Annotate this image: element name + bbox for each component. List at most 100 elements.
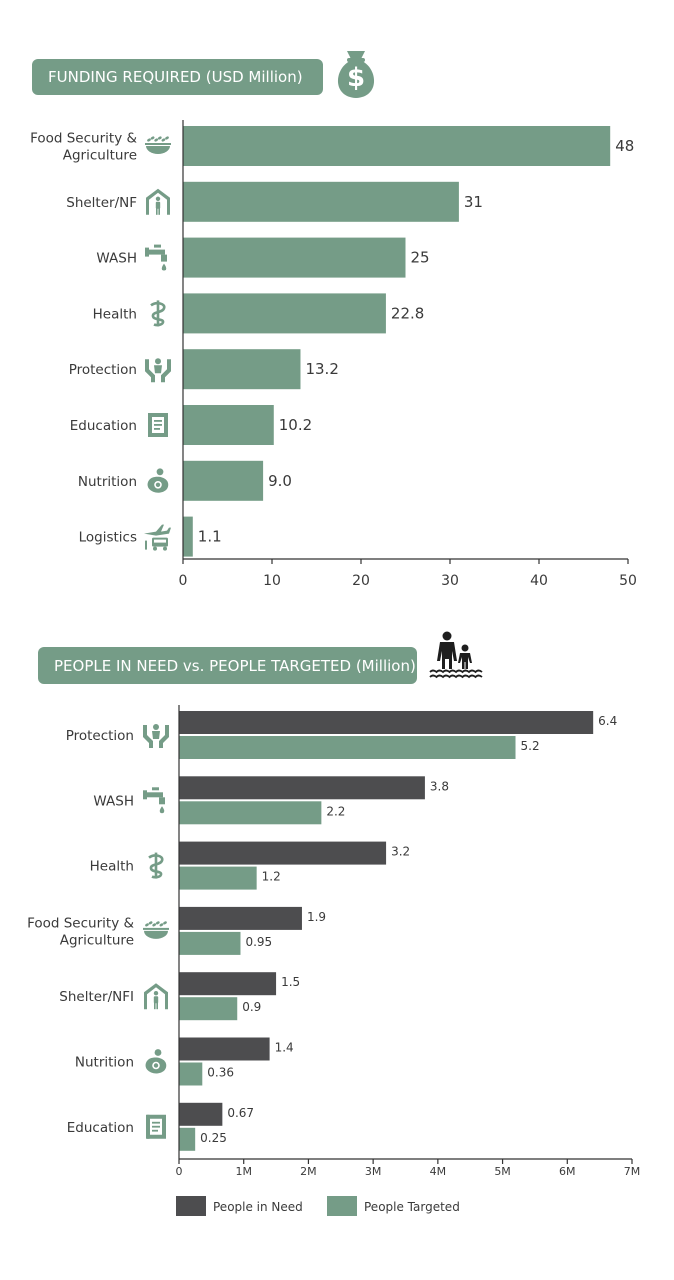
health-icon xyxy=(150,300,166,327)
people-x-tick-label: 2M xyxy=(300,1165,317,1178)
people-x-tick-label: 4M xyxy=(430,1165,447,1178)
funding-category-label: Food Security & xyxy=(30,131,137,147)
funding-category-label: Agriculture xyxy=(63,148,137,164)
funding-bar xyxy=(183,516,193,557)
targeted-bar xyxy=(179,801,322,825)
targeted-value-label: 0.95 xyxy=(245,935,272,949)
targeted-value-label: 0.9 xyxy=(242,1000,261,1014)
education-icon xyxy=(146,1114,166,1139)
water-tap-icon xyxy=(145,244,167,271)
need-bar xyxy=(179,972,277,996)
targeted-bar xyxy=(179,1127,196,1151)
people-category-label: Protection xyxy=(66,728,134,744)
people-x-tick-label: 7M xyxy=(624,1165,641,1178)
funding-bar xyxy=(183,237,406,278)
funding-value-label: 22.8 xyxy=(391,304,424,322)
funding-x-tick-label: 10 xyxy=(263,573,281,589)
funding-category-label: Logistics xyxy=(79,530,137,546)
education-icon xyxy=(148,413,168,437)
people-category-label: Shelter/NFI xyxy=(59,989,134,1005)
money-bag-icon: $ xyxy=(337,51,375,98)
people-category-label: Food Security & xyxy=(27,915,134,931)
funding-bar xyxy=(183,181,459,222)
targeted-bar xyxy=(179,997,238,1021)
funding-category-label: Shelter/NF xyxy=(66,195,137,211)
dollar-sign: $ xyxy=(347,63,365,93)
targeted-value-label: 5.2 xyxy=(521,739,540,753)
need-bar xyxy=(179,841,387,865)
nutrition-icon xyxy=(147,468,169,493)
funding-x-tick-label: 20 xyxy=(352,573,370,589)
need-bar xyxy=(179,906,302,930)
funding-category-label: Education xyxy=(70,418,137,434)
shelter-icon xyxy=(146,188,170,215)
funding-category-label: WASH xyxy=(96,251,137,267)
need-value-label: 1.5 xyxy=(281,975,300,989)
funding-x-tick-label: 30 xyxy=(441,573,459,589)
water-tap-icon xyxy=(143,787,165,814)
funding-title-banner: FUNDING REQUIRED (USD Million) xyxy=(32,59,323,95)
legend-swatch xyxy=(176,1196,206,1216)
people-title: PEOPLE IN NEED vs. PEOPLE TARGETED (Mill… xyxy=(54,656,416,675)
funding-bar xyxy=(183,293,386,334)
funding-bar xyxy=(183,349,301,390)
family-flood-icon xyxy=(429,631,483,679)
people-title-banner: PEOPLE IN NEED vs. PEOPLE TARGETED (Mill… xyxy=(38,647,417,684)
need-bar xyxy=(179,1037,270,1061)
nutrition-icon xyxy=(145,1049,167,1074)
targeted-bar xyxy=(179,1062,203,1086)
need-value-label: 3.8 xyxy=(430,779,449,793)
shelter-icon xyxy=(144,983,168,1010)
funding-chart: 48 Food Security &Agriculture 31 Shelter/NF… xyxy=(30,51,637,589)
funding-category-label: Health xyxy=(93,306,137,322)
people-x-tick-label: 0 xyxy=(176,1165,183,1178)
need-bar xyxy=(179,711,594,734)
people-category-label: Nutrition xyxy=(75,1055,134,1071)
funding-x-tick-label: 40 xyxy=(530,573,548,589)
targeted-value-label: 1.2 xyxy=(262,870,281,884)
funding-bar xyxy=(183,126,611,166)
people-category-label: WASH xyxy=(93,793,134,809)
funding-category-label: Nutrition xyxy=(78,474,137,490)
funding-value-label: 13.2 xyxy=(305,360,338,378)
food-bowl-icon xyxy=(145,136,171,154)
legend-label: People in Need xyxy=(213,1200,303,1214)
targeted-value-label: 0.25 xyxy=(200,1131,227,1145)
health-icon xyxy=(148,852,164,879)
targeted-bar xyxy=(179,866,257,890)
legend-swatch xyxy=(327,1196,357,1216)
funding-value-label: 31 xyxy=(464,193,483,211)
people-x-tick-label: 6M xyxy=(559,1165,576,1178)
need-value-label: 1.9 xyxy=(307,910,326,924)
protection-icon xyxy=(145,358,171,383)
need-value-label: 0.67 xyxy=(227,1106,254,1120)
legend-label: People Targeted xyxy=(364,1200,460,1214)
funding-value-label: 48 xyxy=(615,137,634,155)
funding-value-label: 25 xyxy=(411,249,430,267)
funding-title: FUNDING REQUIRED (USD Million) xyxy=(48,68,303,86)
need-value-label: 1.4 xyxy=(275,1041,294,1055)
people-x-tick-label: 3M xyxy=(365,1165,382,1178)
funding-x-tick-label: 0 xyxy=(179,573,188,589)
people-category-label: Agriculture xyxy=(60,932,134,948)
funding-bar xyxy=(183,405,274,445)
targeted-value-label: 2.2 xyxy=(326,804,345,818)
food-bowl-icon xyxy=(143,921,169,939)
funding-x-tick-label: 50 xyxy=(619,573,637,589)
targeted-bar xyxy=(179,931,241,955)
funding-bar xyxy=(183,460,264,501)
targeted-value-label: 0.36 xyxy=(207,1066,234,1080)
funding-category-label: Protection xyxy=(69,362,137,378)
funding-value-label: 9.0 xyxy=(268,472,292,490)
protection-icon xyxy=(143,724,169,748)
need-value-label: 3.2 xyxy=(391,845,410,859)
targeted-bar xyxy=(179,736,516,759)
need-bar xyxy=(179,1102,223,1126)
need-value-label: 6.4 xyxy=(598,714,617,728)
people-category-label: Health xyxy=(90,859,134,875)
people-category-label: Education xyxy=(67,1120,134,1136)
logistics-icon xyxy=(144,524,171,551)
funding-value-label: 10.2 xyxy=(279,416,312,434)
need-bar xyxy=(179,776,425,800)
